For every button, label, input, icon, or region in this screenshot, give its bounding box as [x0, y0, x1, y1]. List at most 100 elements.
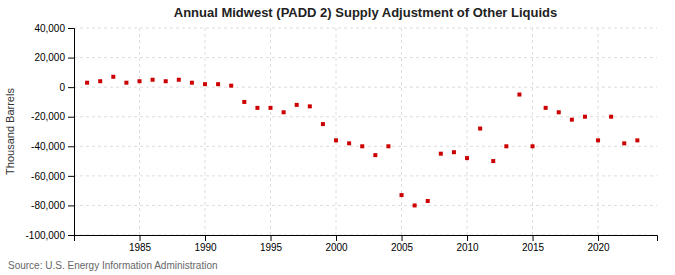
grid-line [74, 146, 657, 147]
tick: -20,000 [31, 111, 74, 122]
tick-mark [68, 87, 74, 88]
grid-line [74, 116, 657, 117]
tick-mark [68, 28, 74, 29]
tick-label: -100,000 [26, 230, 66, 241]
tick-label: 2015 [522, 242, 545, 253]
chart: 1985 1990 1995 2000 2005 2010 2015 2020 -100,000… [0, 0, 675, 275]
tick: 2015 [522, 235, 545, 253]
grid-line [74, 57, 657, 58]
point [622, 141, 626, 145]
point [269, 106, 273, 110]
tick: 2010 [456, 235, 479, 253]
point [583, 115, 587, 119]
point [111, 75, 115, 79]
tick-mark [598, 235, 599, 241]
point [295, 103, 299, 107]
tick-mark [467, 235, 468, 241]
grid-line [74, 28, 657, 29]
tick-mark [68, 205, 74, 206]
tick: 20,000 [34, 52, 74, 63]
tick-label: 1985 [129, 242, 152, 253]
tick-label: 2005 [391, 242, 414, 253]
point [609, 115, 613, 119]
point [373, 153, 377, 157]
tick: 2005 [391, 235, 414, 253]
point [570, 118, 574, 122]
tick: -40,000 [31, 141, 74, 152]
point [439, 152, 443, 156]
point [242, 100, 246, 104]
tick-label: 2010 [456, 242, 479, 253]
tick: 0 [59, 82, 74, 93]
point [531, 144, 535, 148]
tick: 1990 [194, 235, 217, 253]
tick-mark [68, 117, 74, 118]
point [504, 144, 508, 148]
tick: -60,000 [31, 171, 74, 182]
grid-line [336, 28, 337, 235]
tick-label: -80,000 [31, 200, 65, 211]
point [413, 203, 417, 207]
tick-mark [533, 235, 534, 241]
grid-line [74, 87, 657, 88]
y-axis: -100,000 -80,000 -60,000 -40,000 -20,000 0 20,… [26, 23, 75, 241]
tick-mark [271, 235, 272, 241]
grid-line [532, 28, 533, 235]
tick-label: 2020 [587, 242, 610, 253]
point [360, 144, 364, 148]
plot-area: 1985 1990 1995 2000 2005 2010 2015 2020 -100,000… [26, 23, 658, 253]
point [229, 84, 233, 88]
x-axis: 1985 1990 1995 2000 2005 2010 2015 2020 [75, 235, 658, 253]
point [596, 138, 600, 142]
tick-mark [402, 235, 403, 241]
tick-mark [68, 58, 74, 59]
point [544, 106, 548, 110]
point [138, 79, 142, 83]
point [635, 138, 639, 142]
tick-mark [140, 235, 141, 241]
annotation: Source: U.S. Energy Information Administ… [8, 260, 218, 271]
tick: 1995 [260, 235, 283, 253]
tick-label: -20,000 [31, 111, 65, 122]
tick: -100,000 [26, 230, 74, 241]
tick-label: -60,000 [31, 171, 65, 182]
tick-label: -40,000 [31, 141, 65, 152]
tick-label: 40,000 [34, 23, 65, 34]
grid-line [139, 28, 140, 235]
tick-mark [205, 235, 206, 241]
points [85, 75, 639, 208]
point [334, 138, 338, 142]
point [386, 144, 390, 148]
y-axis-title: Thousand Barrels [4, 88, 16, 175]
grid-line [598, 28, 599, 235]
tick-mark [68, 235, 74, 236]
point [517, 93, 521, 97]
tick-label: 1990 [194, 242, 217, 253]
tick-label: 20,000 [34, 52, 65, 63]
tick: 2000 [325, 235, 348, 253]
point [491, 159, 495, 163]
point [347, 141, 351, 145]
tick: -80,000 [31, 200, 74, 211]
point [321, 122, 325, 126]
grid-line [270, 28, 271, 235]
point [426, 199, 430, 203]
point [151, 78, 155, 82]
tick-label: 2000 [325, 242, 348, 253]
point [557, 110, 561, 114]
point [98, 79, 102, 83]
point [124, 81, 128, 85]
axis-line [75, 236, 658, 242]
tick: 2020 [587, 235, 610, 253]
point [400, 193, 404, 197]
grid-line [205, 28, 206, 235]
tick: 1985 [129, 235, 152, 253]
point [203, 82, 207, 86]
axis-line [68, 29, 75, 236]
point [164, 79, 168, 83]
tick-label: 0 [59, 82, 65, 93]
point [190, 81, 194, 85]
grid [74, 28, 657, 235]
point [216, 82, 220, 86]
point [308, 104, 312, 108]
